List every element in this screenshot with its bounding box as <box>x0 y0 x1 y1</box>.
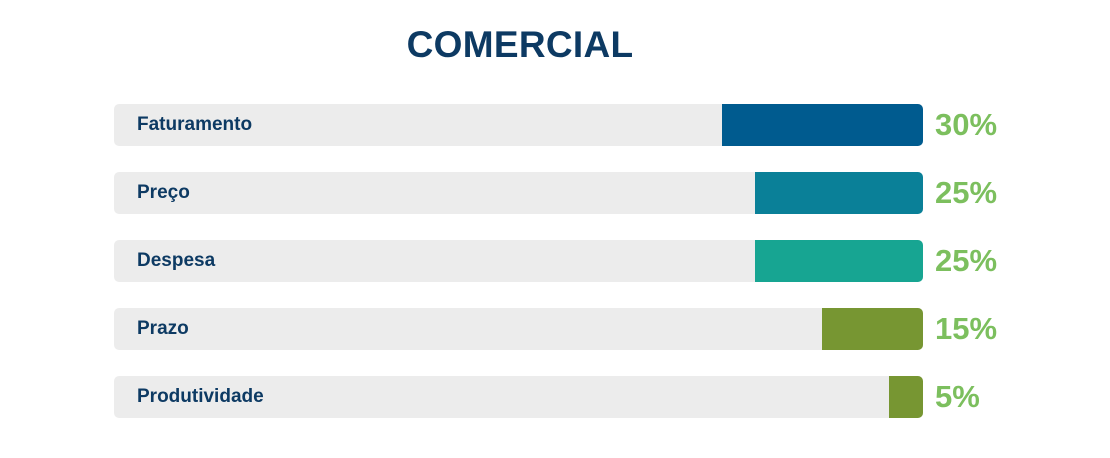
value-label: 15% <box>935 311 998 346</box>
value-label: 25% <box>935 175 998 210</box>
bar-row-5: Produtividade 5% <box>114 376 1014 418</box>
bar-row-3: Despesa 25% <box>114 240 1014 282</box>
value-label: 25% <box>935 243 998 278</box>
bar-fill <box>722 104 923 146</box>
bar-fill <box>889 376 923 418</box>
value-label: 5% <box>935 379 980 414</box>
bar-track: Preço <box>114 172 923 214</box>
bar-track: Faturamento <box>114 104 923 146</box>
bar-row-2: Preço 25% <box>114 172 1014 214</box>
bar-row-4: Prazo 15% <box>114 308 1014 350</box>
category-label: Produtividade <box>137 386 264 407</box>
bar-row-1: Faturamento 30% <box>114 104 1014 146</box>
bar-fill <box>755 240 923 282</box>
value-label: 30% <box>935 107 998 142</box>
category-label: Prazo <box>137 318 189 339</box>
chart-title: COMERCIAL <box>406 24 634 65</box>
bar-track: Despesa <box>114 240 923 282</box>
bar-track: Produtividade <box>114 376 923 418</box>
bar-track: Prazo <box>114 308 923 350</box>
category-label: Faturamento <box>137 114 253 135</box>
category-label: Preço <box>137 182 190 203</box>
category-label: Despesa <box>137 250 216 271</box>
bar-fill <box>755 172 923 214</box>
bar-fill <box>822 308 923 350</box>
